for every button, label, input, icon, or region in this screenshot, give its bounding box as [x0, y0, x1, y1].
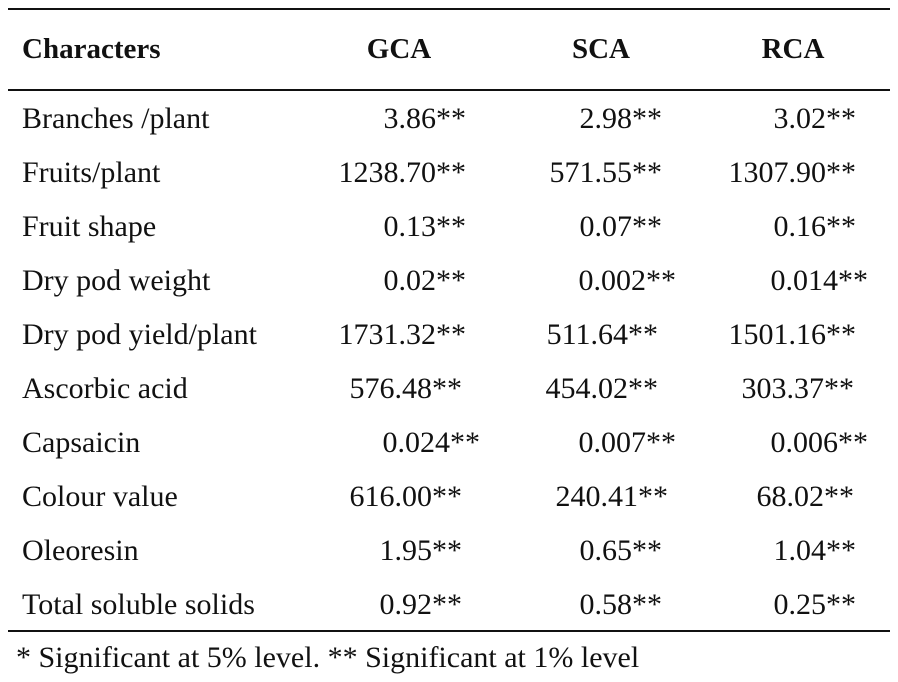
gca-value: 3.86** — [383, 102, 467, 135]
table-row: Dry pod weight 0.02** 0.002** 0.014** — [0, 254, 898, 308]
gca-value: 0.02** — [383, 264, 467, 297]
character-label: Ascorbic acid — [22, 372, 188, 405]
sca-value: 240.41** — [555, 480, 669, 513]
table-row: Dry pod yield/plant 1731.32** 511.64** 1… — [0, 308, 898, 362]
column-header-gca: GCA — [366, 33, 432, 65]
character-label: Fruit shape — [22, 210, 157, 243]
table-bottom-rule — [8, 630, 890, 632]
character-label: Colour value — [22, 480, 178, 513]
rca-value: 0.25** — [773, 588, 857, 621]
character-label: Dry pod yield/plant — [22, 318, 257, 351]
rca-value: 3.02** — [773, 102, 857, 135]
rca-value: 0.014** — [770, 264, 869, 297]
table-row: Capsaicin 0.024** 0.007** 0.006** — [0, 416, 898, 470]
character-label: Oleoresin — [22, 534, 139, 567]
character-label: Capsaicin — [22, 426, 141, 459]
table-row: Colour value 616.00** 240.41** 68.02** — [0, 470, 898, 524]
sca-value: 0.002** — [578, 264, 677, 297]
column-header-sca: SCA — [571, 33, 630, 65]
table-row: Fruits/plant 1238.70** 571.55** 1307.90*… — [0, 146, 898, 200]
character-label: Fruits/plant — [22, 156, 161, 189]
rca-value: 1.04** — [773, 534, 857, 567]
table-row: Ascorbic acid 576.48** 454.02** 303.37** — [0, 362, 898, 416]
gca-value: 1238.70** — [338, 156, 467, 189]
rca-value: 1307.90** — [728, 156, 857, 189]
rca-value: 303.37** — [741, 372, 855, 405]
character-label: Branches /plant — [22, 102, 210, 135]
character-label: Dry pod weight — [22, 264, 211, 297]
sca-value: 2.98** — [579, 102, 663, 135]
gca-value: 1.95** — [379, 534, 463, 567]
rca-value: 0.006** — [770, 426, 869, 459]
rca-value: 68.02** — [756, 480, 855, 513]
character-label: Total soluble solids — [22, 588, 255, 621]
gca-value: 0.92** — [379, 588, 463, 621]
table-row: Total soluble solids 0.92** 0.58** 0.25*… — [0, 578, 898, 632]
sca-value: 571.55** — [549, 156, 663, 189]
gca-value: 616.00** — [349, 480, 463, 513]
rca-value: 1501.16** — [728, 318, 857, 351]
sca-value: 0.65** — [579, 534, 663, 567]
gca-value: 0.024** — [382, 426, 481, 459]
gca-value: 0.13** — [383, 210, 467, 243]
table-top-rule — [8, 8, 890, 10]
table-footnote: * Significant at 5% level. ** Significan… — [16, 641, 640, 674]
rca-value: 0.16** — [773, 210, 857, 243]
gca-value: 1731.32** — [338, 318, 467, 351]
sca-value: 511.64** — [546, 318, 658, 351]
gca-value: 576.48** — [349, 372, 463, 405]
table-row: Branches /plant 3.86** 2.98** 3.02** — [0, 92, 898, 146]
table-row: Oleoresin 1.95** 0.65** 1.04** — [0, 524, 898, 578]
sca-value: 0.07** — [579, 210, 663, 243]
table-row: Fruit shape 0.13** 0.07** 0.16** — [0, 200, 898, 254]
sca-value: 454.02** — [545, 372, 659, 405]
column-header-rca: RCA — [761, 33, 825, 65]
sca-value: 0.58** — [579, 588, 663, 621]
header-rule — [8, 89, 890, 91]
column-header-characters: Characters — [22, 33, 161, 65]
sca-value: 0.007** — [578, 426, 677, 459]
